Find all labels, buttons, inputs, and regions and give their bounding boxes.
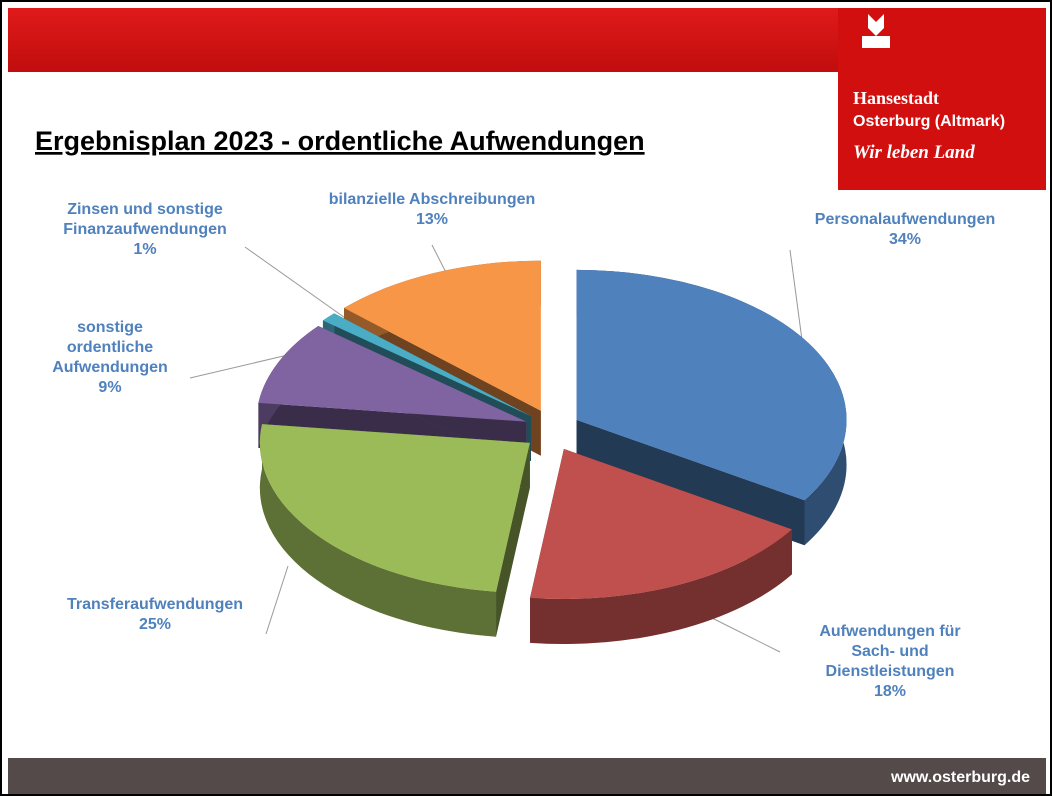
- category-label: bilanzielle Abschreibungen: [328, 191, 536, 208]
- value-label: 34%: [888, 231, 922, 248]
- slice: [259, 424, 530, 592]
- slice-shade: [530, 529, 792, 645]
- value-label: 9%: [98, 379, 122, 396]
- slice: [322, 313, 531, 417]
- category-label: Personalaufwendungen: [814, 211, 996, 228]
- data-label: Zinsen und sonstige Finanzaufwendungen 1%: [63, 200, 227, 260]
- data-label: bilanzielle Abschreibungen 13%: [329, 190, 536, 230]
- slice-shade: [496, 442, 530, 637]
- logo-line2: Osterburg (Altmark): [853, 113, 1005, 130]
- value-label: 13%: [415, 211, 449, 228]
- slice-side: [259, 424, 497, 637]
- leader-line: [265, 565, 289, 635]
- slice: [576, 269, 847, 501]
- category-label: Zinsen und sonstige Finanzaufwendungen: [63, 201, 227, 238]
- value-label: 18%: [873, 683, 907, 700]
- category-label: sonstige ordentliche Aufwendungen: [52, 319, 168, 376]
- slice: [530, 449, 792, 600]
- data-label: Personalaufwendungen 34%: [815, 210, 995, 250]
- footer-url: www.osterburg.de: [890, 769, 1030, 786]
- category-label: Aufwendungen für Sach- und Dienstleistun…: [819, 623, 961, 680]
- slice: [258, 326, 527, 422]
- value-label: 25%: [138, 616, 172, 633]
- logo-line1: Hansestadt: [853, 88, 939, 108]
- slice-shade: [259, 424, 497, 637]
- leader-line: [789, 249, 803, 341]
- logo-slogan: Wir leben Land: [853, 142, 975, 163]
- leader-line: [244, 246, 349, 321]
- data-label: sonstige ordentliche Aufwendungen 9%: [52, 318, 168, 398]
- slice-side: [530, 529, 792, 645]
- footer-band: [8, 758, 1046, 794]
- data-label: Aufwendungen für Sach- und Dienstleistun…: [819, 622, 960, 702]
- slice: [344, 260, 541, 411]
- category-label: Transferaufwendungen: [66, 596, 244, 613]
- leader-line: [189, 353, 293, 379]
- leader-line: [711, 617, 781, 653]
- title: Ergebnisplan 2023 - ordentliche Aufwendu…: [35, 126, 645, 156]
- data-label: Transferaufwendungen 25%: [67, 595, 243, 635]
- logo-icon: [862, 14, 890, 48]
- value-label: 1%: [133, 241, 157, 258]
